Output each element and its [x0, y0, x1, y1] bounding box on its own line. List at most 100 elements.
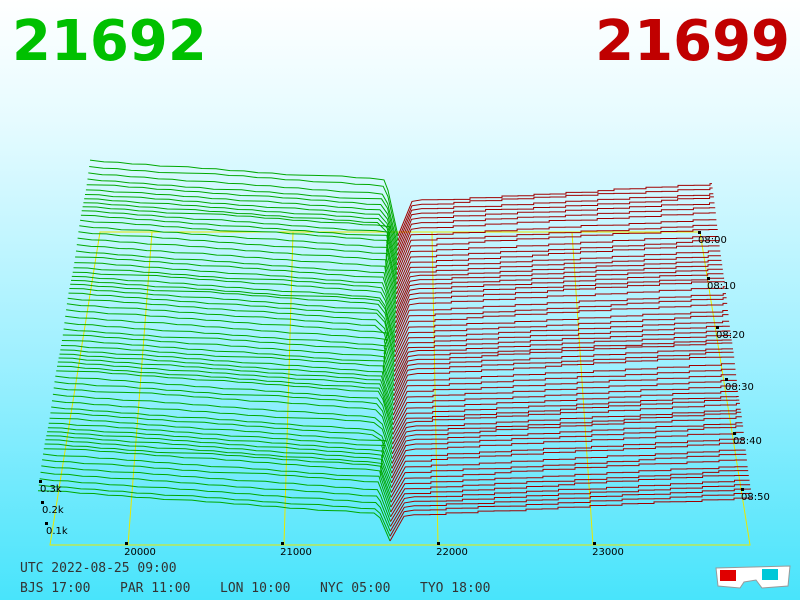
price-tick	[281, 542, 284, 545]
ask-depth-line	[391, 425, 744, 474]
ask-depth-line	[396, 240, 719, 290]
bid-depth-line	[78, 231, 397, 304]
bid-depth-line	[80, 214, 398, 290]
bid-depth-line	[86, 184, 398, 256]
time-tick	[716, 326, 719, 329]
ask-depth-line	[397, 183, 712, 237]
bid-depth-line	[87, 178, 399, 251]
ask-depth-line	[389, 484, 751, 527]
ask-depth-line	[392, 399, 740, 445]
ask-depth-line	[393, 339, 732, 387]
bid-price: 21692	[12, 9, 207, 74]
bid-depth-line	[72, 271, 396, 338]
bid-depth-line	[56, 365, 394, 430]
ask-depth-line	[395, 264, 723, 314]
bid-depth-line	[48, 422, 393, 479]
price-label: 20000	[124, 547, 156, 558]
ask-depth-line	[394, 310, 728, 358]
bid-depth-line	[88, 172, 399, 246]
ask-depth-line	[391, 422, 743, 469]
bid-depth-line	[89, 166, 399, 241]
ask-depth-line	[393, 335, 731, 382]
ask-depth-line	[392, 368, 736, 416]
bid-depth-line	[57, 361, 394, 425]
city-time: NYC 05:00	[320, 581, 390, 596]
ask-depth-line	[396, 212, 716, 266]
bid-depth-line	[52, 393, 393, 455]
ask-depth-line	[390, 466, 748, 508]
bid-depth-line	[54, 381, 393, 445]
bid-depth-line	[77, 237, 397, 309]
bid-depth-line	[85, 189, 398, 261]
bid-depth-line	[37, 490, 391, 542]
ask-depth-line	[395, 273, 724, 324]
ask-price: 21699	[595, 9, 790, 74]
bid-depth-line	[83, 202, 398, 275]
time-label: 08:20	[716, 330, 745, 341]
ask-depth-line	[395, 268, 723, 319]
bid-depth-line	[66, 309, 395, 377]
price-label: 23000	[592, 547, 624, 558]
city-time: BJS 17:00	[20, 581, 90, 596]
ask-depth-line	[390, 459, 747, 503]
ask-depth-line	[392, 363, 735, 411]
axis-labels: 20000 21000 22000 23000 0.3k 0.2k 0.1k 08:00 08:…	[39, 231, 770, 558]
ask-depth-line	[390, 475, 749, 518]
ask-depth-line	[393, 330, 731, 377]
time-tick	[725, 378, 728, 381]
bid-depth-line	[68, 292, 396, 363]
depth-lines	[37, 159, 752, 542]
bid-depth-line	[75, 250, 397, 319]
bid-depth-line	[75, 256, 397, 324]
bid-depth-line	[53, 387, 393, 450]
time-label: 08:10	[707, 281, 736, 292]
bid-depth-line	[42, 453, 392, 513]
ask-depth-line	[394, 314, 729, 363]
depth-tick	[39, 480, 42, 483]
ask-depth-line	[391, 416, 742, 464]
bid-depth-line	[82, 206, 398, 280]
bid-depth-line	[73, 267, 396, 333]
ask-depth-line	[391, 402, 740, 450]
ask-depth-line	[395, 250, 721, 300]
ask-depth-line	[395, 277, 725, 329]
price-grid-line	[571, 231, 594, 546]
price-label: 22000	[436, 547, 468, 558]
time-label: 08:50	[741, 492, 770, 503]
ask-depth-line	[395, 259, 722, 309]
bid-depth-line	[39, 478, 391, 532]
ask-depth-line	[396, 245, 720, 295]
bid-depth-line	[44, 443, 392, 503]
bid-depth-line	[74, 262, 397, 329]
bid-depth-line	[46, 435, 392, 493]
bid-depth-line	[60, 349, 394, 411]
ask-depth-line	[390, 449, 746, 493]
ask-depth-line	[392, 379, 737, 426]
bid-depth-line	[64, 322, 395, 387]
depth-label: 0.3k	[40, 484, 62, 495]
ask-depth-line	[397, 196, 714, 251]
ask-depth-line	[392, 374, 737, 421]
ask-depth-line	[396, 229, 718, 280]
ask-depth-line	[394, 320, 730, 367]
bid-depth-line	[40, 471, 391, 527]
bid-depth-line	[70, 279, 396, 348]
bid-depth-line	[50, 412, 393, 469]
ask-depth-line	[395, 281, 725, 333]
ask-depth-line	[390, 453, 747, 498]
bid-depth-line	[61, 340, 395, 401]
ask-depth-line	[389, 488, 751, 532]
depth-label: 0.2k	[42, 505, 64, 516]
depth-label: 0.1k	[46, 526, 68, 537]
time-label: 08:40	[733, 436, 762, 447]
depth-tick	[45, 522, 48, 525]
ask-depth-line	[395, 255, 721, 305]
bid-depth-line	[61, 345, 395, 406]
bid-depth-line	[63, 328, 395, 392]
ask-depth-line	[392, 390, 738, 435]
bid-depth-line	[79, 225, 397, 300]
price-label: 21000	[280, 547, 312, 558]
ask-depth-line	[397, 193, 714, 246]
